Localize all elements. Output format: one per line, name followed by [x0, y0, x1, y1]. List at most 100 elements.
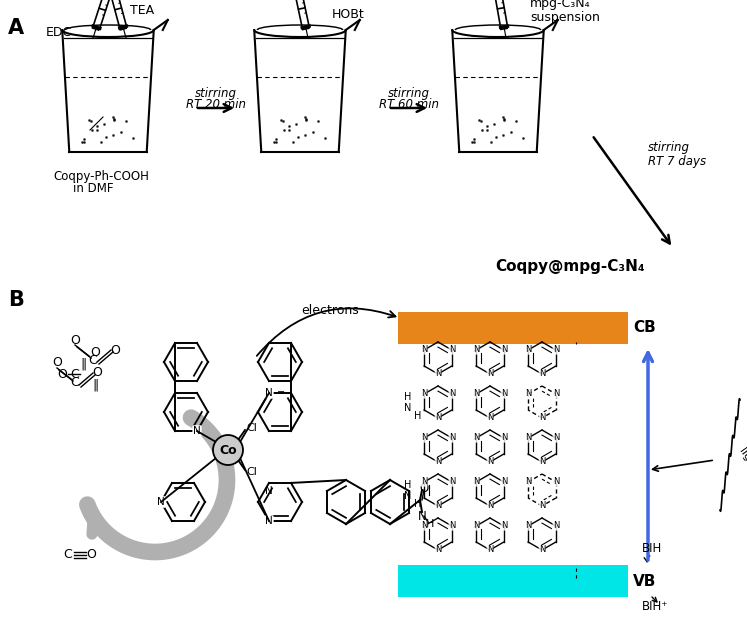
- Text: N: N: [193, 426, 201, 436]
- Text: N: N: [473, 389, 480, 399]
- Bar: [398, 312, 628, 344]
- Text: N: N: [157, 497, 165, 507]
- Text: N: N: [418, 511, 427, 524]
- Text: N: N: [265, 516, 273, 526]
- Text: N: N: [487, 546, 493, 554]
- Text: N: N: [539, 414, 545, 422]
- Text: mpg-C₃N₄: mpg-C₃N₄: [530, 0, 591, 11]
- Text: N: N: [539, 546, 545, 554]
- Text: N: N: [473, 478, 480, 486]
- Text: C: C: [71, 368, 79, 381]
- Text: N: N: [553, 434, 559, 442]
- Text: N: N: [157, 497, 165, 507]
- Text: B: B: [8, 290, 24, 310]
- Text: N: N: [539, 369, 545, 379]
- Text: RT 60 min: RT 60 min: [379, 99, 439, 111]
- Text: H: H: [426, 519, 434, 529]
- Text: O: O: [110, 344, 120, 356]
- Text: N: N: [421, 389, 427, 399]
- Text: N: N: [553, 389, 559, 399]
- Bar: [398, 565, 628, 597]
- Text: N: N: [500, 521, 507, 531]
- Text: N: N: [500, 478, 507, 486]
- Text: C: C: [89, 354, 97, 366]
- Text: N: N: [500, 434, 507, 442]
- Text: N: N: [435, 546, 441, 554]
- Text: H: H: [404, 480, 412, 490]
- Text: N: N: [539, 501, 545, 511]
- Text: N: N: [553, 521, 559, 531]
- Text: Coqpy-Ph-COOH: Coqpy-Ph-COOH: [53, 170, 149, 183]
- Text: N: N: [487, 369, 493, 379]
- Text: N: N: [500, 389, 507, 399]
- Text: N: N: [525, 389, 531, 399]
- Text: N: N: [553, 478, 559, 486]
- Text: N: N: [525, 346, 531, 354]
- Text: Cl: Cl: [246, 467, 257, 477]
- Text: O: O: [70, 334, 80, 346]
- Text: H: H: [404, 392, 412, 402]
- Text: N: N: [265, 516, 273, 526]
- Text: stirring: stirring: [388, 86, 430, 99]
- Text: N: N: [473, 434, 480, 442]
- Text: N: N: [449, 434, 455, 442]
- Text: N: N: [404, 403, 412, 413]
- Text: N: N: [265, 388, 273, 398]
- Text: N: N: [421, 521, 427, 531]
- Text: N: N: [473, 521, 480, 531]
- Text: N: N: [449, 478, 455, 486]
- Text: N: N: [435, 369, 441, 379]
- Text: N: N: [435, 458, 441, 466]
- Text: N: N: [265, 388, 273, 398]
- Text: visible
light: visible light: [737, 439, 747, 481]
- Text: stirring: stirring: [195, 86, 237, 99]
- Text: O: O: [52, 356, 62, 369]
- Text: N: N: [487, 458, 493, 466]
- Text: CB: CB: [633, 321, 656, 336]
- Text: HOBt: HOBt: [332, 8, 365, 21]
- Text: N: N: [193, 426, 201, 436]
- Text: N: N: [421, 434, 427, 442]
- Text: N: N: [487, 414, 493, 422]
- Text: suspension: suspension: [530, 11, 600, 24]
- Text: in DMF: in DMF: [73, 182, 114, 195]
- Text: N: N: [404, 491, 412, 501]
- Text: N: N: [421, 478, 427, 486]
- Text: ‖: ‖: [80, 357, 86, 371]
- Text: O: O: [419, 481, 429, 494]
- Text: BIH: BIH: [642, 541, 663, 554]
- Text: N: N: [525, 478, 531, 486]
- FancyArrowPatch shape: [644, 556, 650, 562]
- Text: electrons: electrons: [301, 304, 359, 316]
- Text: VB: VB: [633, 574, 657, 589]
- Text: N: N: [487, 501, 493, 511]
- Text: ‖: ‖: [92, 379, 98, 391]
- Text: N: N: [265, 486, 273, 496]
- Text: A: A: [8, 18, 24, 38]
- Text: BIH⁺: BIH⁺: [642, 601, 669, 614]
- Text: =: =: [277, 388, 285, 398]
- Text: N: N: [553, 346, 559, 354]
- Text: N: N: [449, 389, 455, 399]
- Text: H: H: [415, 499, 422, 509]
- Text: RT 7 days: RT 7 days: [648, 154, 706, 168]
- Text: C: C: [71, 376, 79, 389]
- Text: N: N: [539, 458, 545, 466]
- Text: C: C: [63, 549, 72, 561]
- Text: O: O: [90, 346, 100, 359]
- Text: RT 20 min: RT 20 min: [186, 99, 246, 111]
- Text: N: N: [473, 346, 480, 354]
- FancyArrowPatch shape: [257, 308, 395, 356]
- Text: O: O: [86, 549, 96, 561]
- Text: N: N: [449, 346, 455, 354]
- Text: EDC: EDC: [46, 26, 72, 39]
- Text: Coqpy@mpg-C₃N₄: Coqpy@mpg-C₃N₄: [495, 259, 645, 274]
- Text: TEA: TEA: [130, 4, 154, 16]
- Text: Cl: Cl: [246, 423, 257, 433]
- Text: H: H: [415, 411, 422, 421]
- Text: N: N: [525, 434, 531, 442]
- Text: N: N: [421, 346, 427, 354]
- Circle shape: [213, 435, 243, 465]
- Text: O: O: [92, 366, 102, 379]
- Text: N: N: [525, 521, 531, 531]
